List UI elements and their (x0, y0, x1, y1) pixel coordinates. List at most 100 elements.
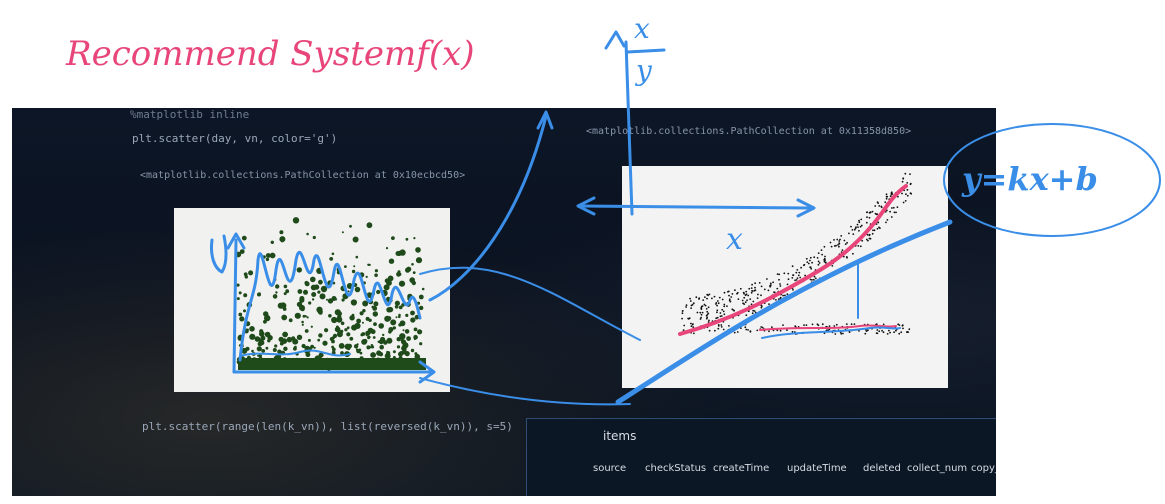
left-scatter-point (413, 237, 416, 240)
right-scatter-point (850, 323, 853, 326)
table-header-collect-num: collect_num (907, 463, 968, 474)
right-scatter-point (888, 329, 890, 332)
left-scatter-point (378, 339, 384, 345)
left-scatter-point (243, 293, 248, 298)
left-scatter-point (367, 336, 370, 340)
right-scatter-point (736, 331, 739, 333)
right-scatter-point (716, 316, 719, 319)
left-scatter-point (278, 336, 284, 342)
handwritten-x-label: x (726, 222, 743, 257)
left-scatter-point (317, 290, 321, 294)
right-scatter-point (848, 331, 851, 333)
right-scatter-point (702, 299, 705, 301)
left-scatter-point (288, 318, 293, 323)
left-scatter-point (243, 309, 246, 313)
right-scatter-point (795, 271, 798, 274)
left-scatter-point (374, 273, 378, 277)
right-scatter-point (696, 311, 699, 314)
left-scatter-point (251, 349, 254, 353)
right-scatter-point (833, 239, 835, 241)
left-scatter-point (382, 333, 385, 337)
output-line-right: <matplotlib.collections.PathCollection a… (586, 126, 912, 137)
right-scatter-point (875, 213, 878, 216)
left-scatter-point (419, 305, 424, 311)
right-scatter-point (772, 281, 774, 284)
left-scatter-point (259, 329, 264, 334)
right-scatter-point (716, 300, 719, 302)
right-scatter-point (750, 303, 753, 306)
right-scatter-point (805, 257, 808, 260)
left-bottom-trace (239, 349, 351, 357)
right-scatter-point (747, 329, 749, 331)
right-scatter-point (744, 326, 747, 329)
right-scatter-point (760, 285, 763, 288)
right-scatter-point (688, 317, 691, 319)
left-scatter-point (383, 284, 390, 291)
right-scatter-point (750, 291, 753, 294)
right-scatter-point (792, 274, 795, 277)
left-scatter-point (354, 286, 361, 293)
right-scatter-point (745, 314, 748, 317)
left-scatter-point (331, 350, 336, 355)
left-scatter-point (370, 329, 376, 335)
right-scatter-point (713, 295, 716, 298)
left-scatter-point (351, 313, 355, 317)
left-scatter-point (257, 341, 263, 347)
left-scatter-point (274, 344, 278, 348)
right-scatter-point (706, 297, 708, 300)
right-scatter-point (901, 180, 904, 183)
right-scatter-point (753, 310, 756, 312)
right-scatter-point (871, 210, 874, 213)
right-scatter-point (873, 229, 876, 232)
right-scatter-point (809, 266, 811, 269)
regression-line (615, 219, 953, 405)
right-scatter-point (838, 242, 841, 245)
right-scatter-point (768, 330, 770, 333)
right-scatter-point (690, 307, 692, 309)
right-scatter-point (881, 329, 883, 332)
right-scatter-point (841, 249, 844, 251)
left-scatter-points (235, 217, 426, 371)
left-scatter-point (310, 276, 316, 283)
arrow-to-top (428, 114, 548, 302)
wall-background (996, 108, 1165, 496)
left-scatter-point (365, 275, 368, 278)
left-scatter-point (383, 340, 388, 345)
left-scatter-point (415, 257, 423, 264)
right-scatter-point (791, 277, 794, 279)
left-scatter-point (258, 354, 262, 358)
right-scatter-point (776, 329, 779, 332)
left-scatter-point (398, 313, 401, 317)
right-scatter-point (878, 226, 880, 229)
left-scatter-point (355, 348, 359, 351)
right-scatter-point (857, 245, 860, 247)
left-scatter-point (283, 284, 288, 289)
left-scatter-point (331, 316, 338, 324)
right-scatter-point (856, 223, 859, 226)
right-scatter-point (890, 192, 893, 195)
right-scatter-point (876, 227, 879, 230)
left-scatter-point (331, 252, 335, 256)
right-scatter-point (860, 224, 863, 227)
left-scatter-point (362, 300, 369, 307)
right-scatter-point (880, 206, 883, 209)
left-scatter-point (294, 312, 301, 319)
right-scatter-point (720, 326, 723, 328)
output-line-left: <matplotlib.collections.PathCollection a… (140, 170, 466, 181)
right-scatter-point (705, 317, 708, 320)
right-scatter-point (698, 297, 701, 299)
right-scatter-point (752, 300, 755, 303)
right-scatter-point (814, 277, 817, 280)
items-table-panel: items source checkStatus createTime upda… (526, 418, 996, 496)
right-scatter-point (872, 229, 874, 232)
left-scatter-point (358, 348, 362, 352)
right-scatter-point (811, 279, 813, 281)
left-scatter-point (396, 337, 401, 342)
left-scatter-point (245, 346, 250, 351)
right-scatter-point (695, 296, 698, 299)
left-scatter-point (334, 298, 338, 301)
right-scatter-point (885, 193, 888, 196)
right-scatter-point (792, 289, 794, 291)
left-scatter-point (256, 346, 262, 352)
left-scatter-point (395, 251, 401, 256)
